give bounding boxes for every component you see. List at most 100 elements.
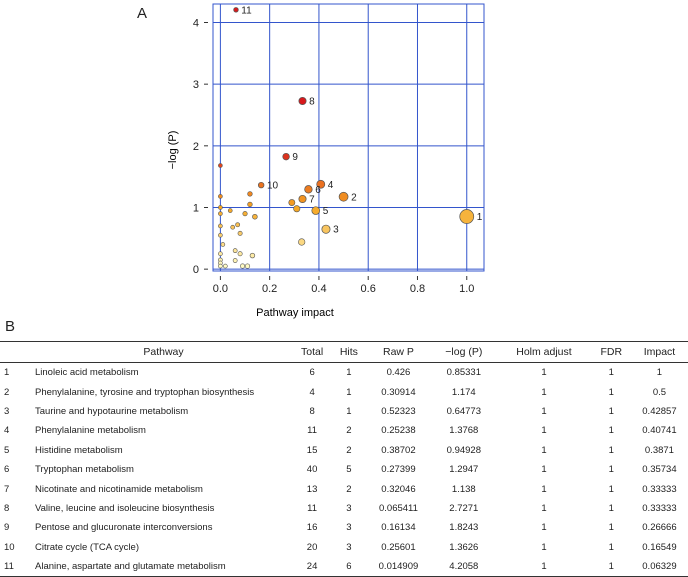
labeled-data-point	[298, 194, 307, 203]
x-axis-label: Pathway impact	[256, 307, 334, 319]
cell-raw-p: 0.27399	[381, 464, 416, 476]
point-label: 7	[309, 194, 315, 205]
cell-hits: 3	[346, 502, 352, 514]
grid-lines	[212, 3, 485, 272]
data-point	[247, 201, 253, 208]
cell-impact: 0.06329	[630, 556, 688, 577]
cell-holm-adjust: 1	[541, 386, 547, 398]
cell-index: 10	[4, 541, 15, 553]
plot-frame	[212, 3, 485, 272]
cell-fdr: 1	[608, 444, 614, 456]
cell-fdr: 1	[591, 556, 631, 577]
cell-hits: 1	[346, 386, 352, 398]
panel-label-b: B	[5, 318, 16, 335]
data-point	[237, 251, 243, 257]
cell-fdr: 1	[608, 464, 614, 476]
point-label: 2	[351, 192, 357, 203]
cell-fdr: 1	[608, 541, 614, 553]
header-total: Total	[292, 341, 333, 363]
cell-total: 20	[306, 541, 318, 553]
cell-index: 1	[4, 367, 10, 379]
axes: 0.0 0.2 0.4 0.6 0.8 1.0 0 1 2 3 4	[193, 17, 475, 295]
cell-index: 4	[4, 425, 10, 437]
cell-total: 11	[307, 425, 318, 437]
point-label: 1	[477, 212, 483, 223]
cell-fdr: 1	[608, 425, 614, 437]
data-point	[218, 223, 223, 229]
cell-index: 11	[0, 556, 35, 577]
cell-raw-p: 0.426	[386, 367, 411, 379]
cell-holm-adjust: 1	[541, 502, 547, 514]
data-point	[237, 230, 243, 236]
cell-pathway: Phenylalanine, tyrosine and tryptophan b…	[35, 386, 255, 398]
cell-pathway: Phenylalanine metabolism	[35, 425, 146, 437]
point-label: 6	[315, 185, 321, 196]
cell-hits: 2	[346, 483, 352, 495]
data-point	[252, 214, 258, 220]
header-neg-log-p: −log (P)	[431, 341, 497, 363]
x-tick-label: 1.0	[459, 283, 474, 295]
cell-raw-p: 0.25601	[381, 541, 416, 553]
data-point	[298, 238, 306, 246]
cell-index: 9	[4, 522, 10, 534]
cell-pathway: Pentose and glucuronate interconversions	[35, 522, 213, 534]
cell-index: 6	[4, 464, 10, 476]
cell-neg-log-p: 1.3768	[449, 425, 479, 437]
cell-pathway: Linoleic acid metabolism	[35, 367, 139, 379]
cell-neg-log-p: 0.94928	[446, 444, 481, 456]
point-label: 11	[241, 5, 252, 16]
cell-raw-p: 0.30914	[381, 386, 416, 398]
cell-holm-adjust: 1	[541, 541, 547, 553]
labeled-data-point	[282, 152, 290, 161]
data-point	[218, 194, 223, 199]
cell-raw-p: 0.25238	[381, 425, 416, 437]
x-tick-label: 0.2	[262, 283, 277, 295]
cell-raw-p: 0.38702	[381, 444, 416, 456]
labeled-data-point	[311, 206, 321, 215]
table-row: 8 Valine, leucine and isoleucine biosynth…	[0, 499, 688, 518]
data-point	[218, 211, 223, 216]
pathway-results-table: Pathway Total Hits Raw P −log (P) Holm a…	[0, 341, 688, 577]
cell-neg-log-p: 2.7271	[449, 502, 479, 514]
table-row: 4 Phenylalanine metabolism 11 2 0.25238 1.376…	[0, 421, 688, 440]
cell-holm-adjust: 1	[541, 425, 547, 437]
cell-holm-adjust: 1	[541, 522, 547, 534]
cell-hits: 6	[332, 556, 366, 577]
cell-impact: 1	[656, 367, 663, 379]
x-tick-label: 0.0	[213, 283, 228, 295]
labeled-data-point	[321, 224, 331, 234]
header-raw-p: Raw P	[365, 341, 432, 363]
cell-impact: 0.35734	[642, 464, 677, 476]
cell-fdr: 1	[608, 483, 614, 495]
cell-neg-log-p: 0.85331	[446, 367, 481, 379]
cell-total: 6	[309, 367, 315, 379]
cell-impact: 0.40741	[642, 425, 677, 437]
cell-hits: 3	[346, 522, 352, 534]
cell-total: 13	[306, 483, 318, 495]
data-point	[247, 191, 253, 197]
data-point	[218, 251, 223, 257]
data-point	[218, 205, 223, 210]
cell-impact: 0.16549	[642, 541, 677, 553]
data-point	[242, 211, 248, 217]
table-row: 10 Citrate cycle (TCA cycle) 20 3 0.25601 1.3…	[0, 538, 688, 557]
cell-pathway: Nicotinate and nicotinamide metabolism	[35, 483, 203, 495]
point-label: 10	[267, 181, 279, 192]
pathway-impact-scatter-plot: 0.0 0.2 0.4 0.6 0.8 1.0 0 1 2 3 4 1 2 3 4 567 8 9 10 11 Pa…	[167, 3, 485, 319]
cell-total: 11	[307, 502, 318, 514]
cell-total: 8	[309, 405, 315, 417]
data-point	[218, 163, 223, 168]
data-point	[227, 208, 233, 213]
data-point	[288, 199, 296, 206]
cell-raw-p: 0.16134	[381, 522, 416, 534]
cell-raw-p: 0.32046	[381, 483, 416, 495]
data-point	[230, 224, 236, 230]
x-tick-label: 0.8	[410, 283, 425, 295]
data-point	[223, 263, 228, 269]
cell-index: 5	[4, 444, 10, 456]
cell-index: 2	[4, 386, 10, 398]
cell-index: 8	[4, 502, 10, 514]
cell-raw-p: 0.52323	[381, 405, 416, 417]
cell-index: 7	[4, 483, 10, 495]
header-impact: Impact	[630, 341, 688, 363]
